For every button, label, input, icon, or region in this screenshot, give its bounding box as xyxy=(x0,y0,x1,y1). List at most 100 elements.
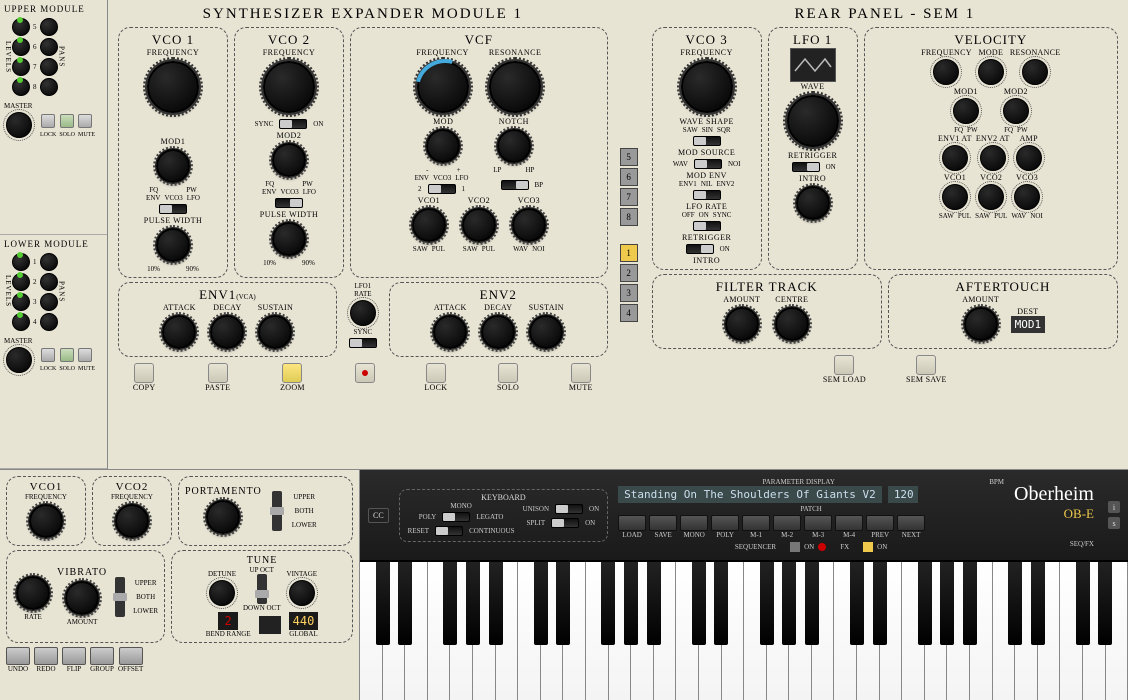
black-key[interactable] xyxy=(556,562,570,645)
vel-freq-knob[interactable] xyxy=(933,59,959,85)
black-key[interactable] xyxy=(1031,562,1045,645)
vcf-freq-knob[interactable] xyxy=(417,61,469,113)
voice-4[interactable]: 4 xyxy=(620,304,638,322)
voice-6[interactable]: 6 xyxy=(620,168,638,186)
group-button[interactable] xyxy=(90,647,114,665)
patch-m-4-button[interactable] xyxy=(835,515,863,531)
patch-m-3-button[interactable] xyxy=(804,515,832,531)
vintage-knob[interactable] xyxy=(289,580,315,606)
pan-knob-7[interactable] xyxy=(40,58,58,76)
vco3-modsrc-switch[interactable] xyxy=(694,159,722,169)
vcf-vco2-knob[interactable] xyxy=(462,208,496,242)
vel-amp-knob[interactable] xyxy=(1016,145,1042,171)
vel-mode-knob[interactable] xyxy=(978,59,1004,85)
detune-knob[interactable] xyxy=(209,580,235,606)
patch-name-display[interactable]: Standing On The Shoulders Of Giants V2 xyxy=(618,486,882,503)
reset-switch[interactable] xyxy=(435,526,463,536)
pan-knob-6[interactable] xyxy=(40,38,58,56)
patch-mono-button[interactable] xyxy=(680,515,708,531)
vco1-mod-switch[interactable] xyxy=(159,204,187,214)
upper-solo-button[interactable] xyxy=(60,114,74,128)
level-knob-3[interactable] xyxy=(12,293,30,311)
black-key[interactable] xyxy=(805,562,819,645)
patch-next-button[interactable] xyxy=(897,515,925,531)
upper-mute-button[interactable] xyxy=(78,114,92,128)
vco2-sync-switch[interactable] xyxy=(279,119,307,129)
black-key[interactable] xyxy=(489,562,503,645)
vcf-mod-knob[interactable] xyxy=(426,129,460,163)
offset-button[interactable] xyxy=(119,647,143,665)
upper-master-knob[interactable] xyxy=(6,112,32,138)
sem-load-button[interactable] xyxy=(834,355,854,375)
black-key[interactable] xyxy=(1076,562,1090,645)
vibrato-rate-knob[interactable] xyxy=(16,576,50,610)
lfo1-rate-knob[interactable] xyxy=(350,300,376,326)
black-key[interactable] xyxy=(918,562,932,645)
rec-button[interactable] xyxy=(355,363,375,383)
bpm-display[interactable]: 120 xyxy=(888,486,918,503)
portamento-slider[interactable] xyxy=(272,491,282,531)
vco1-pw-knob[interactable] xyxy=(156,228,190,262)
vel-res-knob[interactable] xyxy=(1022,59,1048,85)
copy-button[interactable] xyxy=(134,363,154,383)
mute-button[interactable] xyxy=(571,363,591,383)
upper-lock-button[interactable] xyxy=(41,114,55,128)
patch-poly-button[interactable] xyxy=(711,515,739,531)
vel-env1at-knob[interactable] xyxy=(942,145,968,171)
black-key[interactable] xyxy=(692,562,706,645)
vco3-retrigger-switch[interactable] xyxy=(686,244,714,254)
vco3-modenv-switch[interactable] xyxy=(693,190,721,200)
black-key[interactable] xyxy=(714,562,728,645)
bl-vco2-knob[interactable] xyxy=(115,504,149,538)
env2-attack-knob[interactable] xyxy=(433,315,467,349)
settings-button[interactable]: s xyxy=(1108,517,1120,529)
voice-7[interactable]: 7 xyxy=(620,188,638,206)
vel-vco1-knob[interactable] xyxy=(942,184,968,210)
vcf-bp-switch[interactable] xyxy=(501,180,529,190)
paste-button[interactable] xyxy=(208,363,228,383)
vco3-freq-knob[interactable] xyxy=(681,61,733,113)
lower-master-knob[interactable] xyxy=(6,347,32,373)
vco3-waveshape-switch[interactable] xyxy=(693,136,721,146)
vcf-notch-knob[interactable] xyxy=(497,129,531,163)
voice-2[interactable]: 2 xyxy=(620,264,638,282)
fx-on-led[interactable] xyxy=(863,542,873,552)
at-amount-knob[interactable] xyxy=(964,307,998,341)
lower-lock-button[interactable] xyxy=(41,348,55,362)
black-key[interactable] xyxy=(1098,562,1112,645)
patch-load-button[interactable] xyxy=(618,515,646,531)
vco3-lforate-switch[interactable] xyxy=(693,221,721,231)
pan-knob-2[interactable] xyxy=(40,273,58,291)
patch-m-2-button[interactable] xyxy=(773,515,801,531)
level-knob-8[interactable] xyxy=(12,78,30,96)
lock-button[interactable] xyxy=(426,363,446,383)
level-knob-1[interactable] xyxy=(12,253,30,271)
vel-env2at-knob[interactable] xyxy=(980,145,1006,171)
level-knob-5[interactable] xyxy=(12,18,30,36)
info-button[interactable]: i xyxy=(1108,501,1120,513)
black-key[interactable] xyxy=(760,562,774,645)
black-key[interactable] xyxy=(647,562,661,645)
poly-switch[interactable] xyxy=(442,512,470,522)
sem-save-button[interactable] xyxy=(916,355,936,375)
at-dest-display[interactable]: MOD1 xyxy=(1011,316,1046,333)
lfo-sync-switch[interactable] xyxy=(349,338,377,348)
voice-1[interactable]: 1 xyxy=(620,244,638,262)
vcf-vco1-knob[interactable] xyxy=(412,208,446,242)
piano-keyboard[interactable] xyxy=(360,560,1128,700)
bl-vco1-knob[interactable] xyxy=(29,504,63,538)
vco2-pw-knob[interactable] xyxy=(272,222,306,256)
vco2-mod-knob[interactable] xyxy=(272,143,306,177)
vco2-mod-switch[interactable] xyxy=(275,198,303,208)
ft-amount-knob[interactable] xyxy=(725,307,759,341)
redo-button[interactable] xyxy=(34,647,58,665)
lower-mute-button[interactable] xyxy=(78,348,92,362)
vel-vco2-knob[interactable] xyxy=(978,184,1004,210)
black-key[interactable] xyxy=(873,562,887,645)
portamento-knob[interactable] xyxy=(206,500,240,534)
zoom-button[interactable] xyxy=(282,363,302,383)
black-key[interactable] xyxy=(398,562,412,645)
level-knob-4[interactable] xyxy=(12,313,30,331)
patch-save-button[interactable] xyxy=(649,515,677,531)
env1-sustain-knob[interactable] xyxy=(258,315,292,349)
